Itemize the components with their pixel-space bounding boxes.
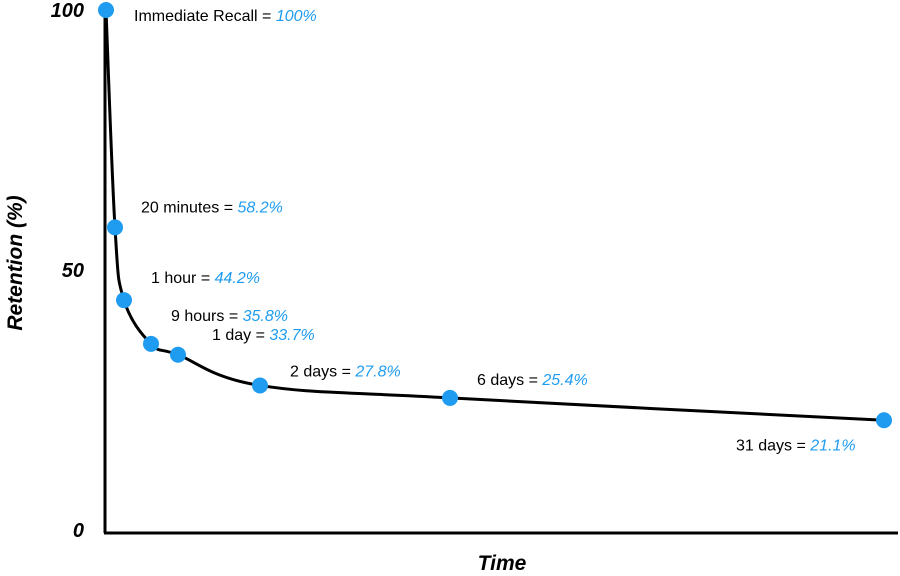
- data-labels: Immediate Recall = 100% 20 minutes = 58.2…: [134, 8, 856, 454]
- data-label: 1 day = 33.7%: [212, 327, 315, 344]
- data-label-name: 31 days =: [736, 437, 810, 454]
- y-tick-labels: 0 50 100: [51, 0, 84, 542]
- data-label-value: 21.1%: [809, 437, 855, 454]
- y-tick-label: 0: [73, 520, 84, 542]
- data-label-value: 35.8%: [243, 308, 288, 325]
- data-point: [116, 292, 132, 309]
- data-label-value: 44.2%: [215, 270, 260, 287]
- data-label: 2 days = 27.8%: [290, 363, 401, 380]
- data-label-value: 100%: [276, 8, 317, 25]
- data-label-name: 2 days =: [290, 363, 355, 380]
- data-label: Immediate Recall = 100%: [134, 8, 317, 25]
- data-label-name: 20 minutes =: [141, 199, 238, 216]
- data-point: [252, 377, 268, 394]
- x-axis-title: Time: [478, 552, 527, 575]
- data-label-name: 1 day =: [212, 327, 269, 344]
- data-label-value: 27.8%: [354, 363, 400, 380]
- data-label: 1 hour = 44.2%: [151, 270, 260, 287]
- axes: [103, 8, 898, 535]
- y-tick-label: 50: [62, 260, 84, 282]
- y-tick-label: 100: [51, 0, 84, 22]
- data-label-value: 33.7%: [269, 327, 314, 344]
- data-label: 31 days = 21.1%: [736, 437, 856, 454]
- data-point: [143, 335, 159, 352]
- data-points: [98, 2, 892, 429]
- data-label-name: 9 hours =: [171, 308, 243, 325]
- data-label-value: 58.2%: [238, 199, 283, 216]
- data-label-name: 6 days =: [477, 372, 542, 389]
- data-point: [442, 389, 458, 406]
- data-point: [876, 412, 892, 429]
- data-label-value: 25.4%: [541, 372, 587, 389]
- data-label: 6 days = 25.4%: [477, 372, 588, 389]
- data-point: [107, 219, 123, 236]
- data-label-name: 1 hour =: [151, 270, 215, 287]
- data-label: 9 hours = 35.8%: [171, 308, 288, 325]
- y-axis-title: Retention (%): [4, 195, 27, 330]
- data-point: [170, 346, 186, 363]
- data-label: 20 minutes = 58.2%: [141, 199, 283, 216]
- data-label-name: Immediate Recall =: [134, 8, 276, 25]
- data-point: [98, 2, 114, 18]
